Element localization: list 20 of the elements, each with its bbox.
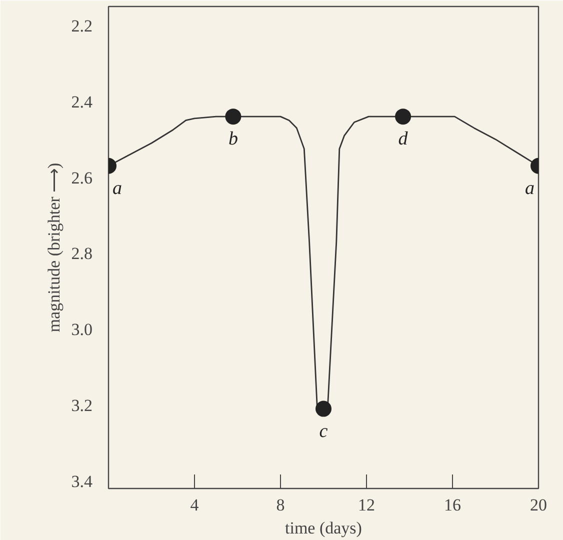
x-tick-label: 8 <box>276 496 285 514</box>
y-tick-label: 2.2 <box>71 16 92 36</box>
annotation: a <box>525 178 534 199</box>
x-tick-label: 16 <box>444 496 461 514</box>
y-tick-label: 3.4 <box>71 472 93 491</box>
point <box>316 400 332 417</box>
y-tick-label: 3.0 <box>71 320 92 340</box>
y-tick-label: 2.6 <box>71 168 92 188</box>
x-tick-label: 12 <box>358 496 375 514</box>
y-tick-label: 2.4 <box>71 92 93 112</box>
x-tick-label: 20 <box>530 496 547 514</box>
y-axis-title: magnitude (brighter ⟶) <box>44 162 64 332</box>
annotation: b <box>228 128 238 150</box>
annotation: d <box>398 128 408 150</box>
y-tick-label: 3.2 <box>71 396 92 416</box>
annotation: a <box>112 178 122 199</box>
y-tick-label: 2.8 <box>71 244 92 264</box>
x-tick-label: 4 <box>190 496 200 514</box>
annotation: c <box>319 420 328 442</box>
x-axis-title: time (days) <box>285 518 362 538</box>
